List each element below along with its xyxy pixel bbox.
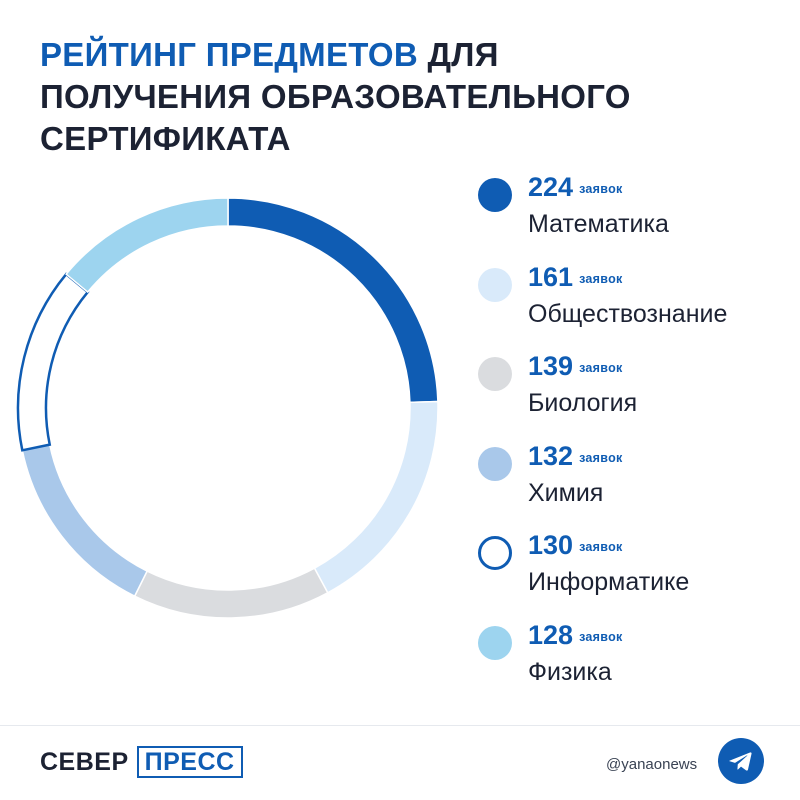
legend-unit: заявок xyxy=(579,361,623,375)
title-highlight: РЕЙТИНГ ПРЕДМЕТОВ xyxy=(40,36,419,73)
legend-item-obshchestvoznanie: 161 заявок Обществознание xyxy=(478,262,798,352)
legend-swatch xyxy=(478,357,512,391)
legend-unit: заявок xyxy=(579,629,623,644)
chart-title: РЕЙТИНГ ПРЕДМЕТОВ ДЛЯ ПОЛУЧЕНИЯ ОБРАЗОВА… xyxy=(40,34,760,160)
legend-value: 128 xyxy=(528,619,574,650)
legend-label: Информатике xyxy=(528,568,690,596)
legend-item-matematika: 224 заявок Математика xyxy=(478,172,798,262)
legend-unit: заявок xyxy=(579,450,623,465)
donut-slice-1 xyxy=(227,197,439,404)
telegram-icon[interactable] xyxy=(718,738,764,784)
donut-chart xyxy=(16,197,439,619)
legend-label: Физика xyxy=(528,657,612,686)
legend-value: 132 xyxy=(528,440,574,471)
title-line-1-rest: ДЛЯ xyxy=(427,36,499,73)
sever-press-logo: СЕВЕР ПРЕСС xyxy=(40,745,243,779)
legend-value: 130 xyxy=(528,530,574,560)
title-line-1: РЕЙТИНГ ПРЕДМЕТОВ ДЛЯ xyxy=(40,34,760,76)
logo-text-press: ПРЕСС xyxy=(136,746,243,778)
logo-text-sever: СЕВЕР xyxy=(40,747,129,776)
legend-label: Обществознание xyxy=(528,299,728,328)
legend-label: Химия xyxy=(528,478,604,507)
donut-slice-2 xyxy=(313,400,439,594)
legend-unit: заявок xyxy=(579,271,623,286)
donut-slice-5 xyxy=(16,272,90,452)
legend-value: 161 xyxy=(528,261,574,292)
legend-swatch xyxy=(478,267,512,302)
legend-item-khimiya: 132 заявок Химия xyxy=(478,441,798,531)
legend-unit: заявок xyxy=(579,540,623,554)
legend-value: 224 xyxy=(528,172,574,202)
donut-slice-6 xyxy=(65,197,229,294)
title-line-2: ПОЛУЧЕНИЯ ОБРАЗОВАТЕЛЬНОГО xyxy=(40,78,631,115)
legend: 224 заявок Математика 161 заявок Обществоз… xyxy=(478,172,798,709)
legend-swatch xyxy=(478,625,512,660)
legend-label: Биология xyxy=(528,389,638,417)
legend-swatch xyxy=(478,446,512,481)
footer-divider xyxy=(0,725,800,726)
legend-item-biologiya: 139 заявок Биология xyxy=(478,351,798,441)
legend-item-informatika: 130 заявок Информатике xyxy=(478,530,798,620)
legend-item-fizika: 128 заявок Физика xyxy=(478,620,798,710)
donut-slice-4 xyxy=(21,443,149,598)
legend-swatch xyxy=(478,536,512,570)
title-line-3: СЕРТИФИКАТА xyxy=(40,120,291,157)
legend-swatch xyxy=(478,178,512,212)
social-handle[interactable]: @yanaonews xyxy=(606,756,698,773)
legend-value: 139 xyxy=(528,351,574,381)
legend-label: Математика xyxy=(528,210,669,238)
legend-unit: заявок xyxy=(579,182,623,196)
donut-slice-3 xyxy=(133,567,329,619)
